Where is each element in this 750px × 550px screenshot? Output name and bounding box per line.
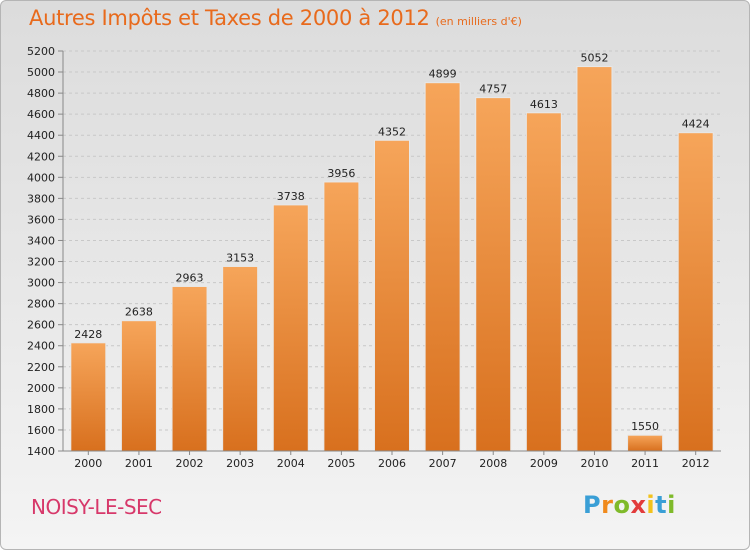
y-tick-label: 2600 xyxy=(27,319,55,332)
bar-2007 xyxy=(424,82,461,452)
x-tick-label-2002: 2002 xyxy=(176,457,204,470)
data-label-2012: 4424 xyxy=(682,118,710,131)
bar-2003 xyxy=(222,265,259,452)
logo-letter: o xyxy=(613,491,631,519)
proxiti-logo: Proxiti xyxy=(583,491,676,519)
data-label-2003: 3153 xyxy=(226,251,254,264)
x-tick-label-2000: 2000 xyxy=(74,457,102,470)
bar-2012 xyxy=(677,132,714,452)
y-tick-label: 3600 xyxy=(27,213,55,226)
x-tick-label-2012: 2012 xyxy=(682,457,710,470)
location-name: NOISY-LE-SEC xyxy=(31,495,162,519)
data-label-2009: 4613 xyxy=(530,98,558,111)
y-tick-label: 4800 xyxy=(27,87,55,100)
bar-2008 xyxy=(475,97,512,452)
y-tick-label: 5000 xyxy=(27,66,55,79)
y-tick-label: 1600 xyxy=(27,424,55,437)
x-tick-label-2007: 2007 xyxy=(429,457,457,470)
y-tick-label: 4400 xyxy=(27,129,55,142)
y-tick-label: 4000 xyxy=(27,171,55,184)
bars xyxy=(70,66,714,452)
x-tick-label-2009: 2009 xyxy=(530,457,558,470)
x-axis-ticks: 2000 2001 2002 2003 2004 2005 2006 2007 2008 2009… xyxy=(63,450,721,470)
x-tick-label-2005: 2005 xyxy=(327,457,355,470)
logo-letter: x xyxy=(630,491,647,519)
chart-title: Autres Impôts et Taxes de 2000 à 2012 (en… xyxy=(29,6,522,30)
y-tick-label: 2000 xyxy=(27,382,55,395)
bar-2000 xyxy=(70,342,107,452)
y-tick-label: 4600 xyxy=(27,108,55,121)
bar-2011 xyxy=(627,434,664,452)
logo-letter: i xyxy=(667,491,676,519)
y-tick-label: 1800 xyxy=(27,403,55,416)
y-tick-label: 3000 xyxy=(27,277,55,290)
y-tick-label: 2800 xyxy=(27,298,55,311)
data-labels: 2428 2638 2963 3153 3738 3956 4352 4899 4757 4613… xyxy=(74,52,709,434)
data-label-2007: 4899 xyxy=(429,68,457,81)
logo-letter: i xyxy=(646,491,656,519)
x-tick-label-2003: 2003 xyxy=(226,457,254,470)
bar-2005 xyxy=(323,181,360,452)
bar-2006 xyxy=(374,139,410,452)
bar-2002 xyxy=(171,285,208,452)
bar-2009 xyxy=(525,112,562,452)
logo-letter: r xyxy=(601,491,614,519)
y-tick-label: 3200 xyxy=(27,256,55,269)
bar-2001 xyxy=(120,320,157,452)
data-label-2011: 1550 xyxy=(631,420,659,433)
data-label-2006: 4352 xyxy=(378,125,406,138)
data-label-2000: 2428 xyxy=(74,328,102,341)
y-tick-label: 4200 xyxy=(27,150,55,163)
x-tick-label-2006: 2006 xyxy=(378,457,406,470)
x-tick-label-2004: 2004 xyxy=(277,457,305,470)
data-label-2004: 3738 xyxy=(277,190,305,203)
chart-subtitle: (en milliers d'€) xyxy=(435,15,522,28)
logo-letter: P xyxy=(583,491,602,519)
bar-2010 xyxy=(576,66,613,452)
y-tick-label: 2200 xyxy=(27,361,55,374)
y-tick-label: 2400 xyxy=(27,340,55,353)
x-tick-label-2011: 2011 xyxy=(631,457,659,470)
data-label-2002: 2963 xyxy=(176,271,204,284)
logo-letter: t xyxy=(655,491,668,519)
x-tick-label-2001: 2001 xyxy=(125,457,153,470)
y-axis-ticks: 1400 1600 1800 2000 2200 2400 2600 2800 3000 3200… xyxy=(27,45,64,458)
data-label-2010: 5052 xyxy=(580,52,608,65)
data-label-2001: 2638 xyxy=(125,306,153,319)
data-label-2005: 3956 xyxy=(327,167,355,180)
y-tick-label: 3400 xyxy=(27,234,55,247)
chart-title-text: Autres Impôts et Taxes de 2000 à 2012 xyxy=(29,6,430,30)
y-tick-label: 5200 xyxy=(27,45,55,58)
y-tick-label: 3800 xyxy=(27,192,55,205)
x-tick-label-2008: 2008 xyxy=(479,457,507,470)
bar-2004 xyxy=(272,204,309,452)
data-label-2008: 4757 xyxy=(479,83,507,96)
x-tick-label-2010: 2010 xyxy=(580,457,608,470)
y-tick-label: 1400 xyxy=(27,445,55,458)
